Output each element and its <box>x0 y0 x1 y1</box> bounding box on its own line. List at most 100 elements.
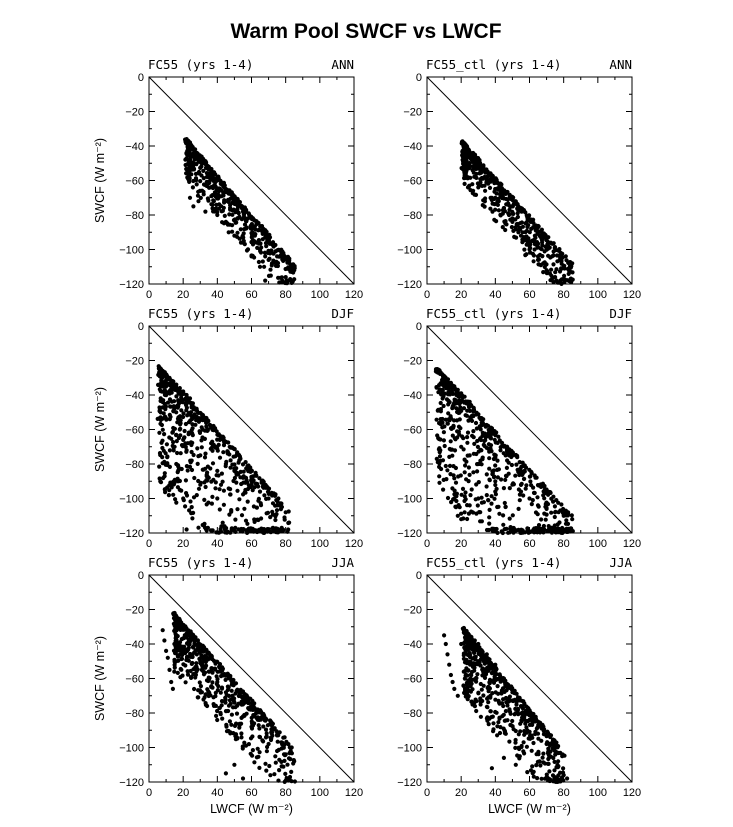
data-point <box>484 652 489 657</box>
data-point <box>282 758 287 764</box>
data-point <box>191 204 196 209</box>
data-point <box>227 719 232 724</box>
data-point <box>271 244 276 249</box>
data-point <box>203 656 208 661</box>
data-point <box>262 493 267 498</box>
data-point <box>240 462 246 467</box>
data-point <box>246 212 252 217</box>
data-point <box>185 167 190 172</box>
y-tick-label: −20 <box>125 356 144 368</box>
data-point <box>178 421 183 426</box>
data-point <box>223 677 228 683</box>
data-point <box>289 265 294 270</box>
data-point <box>252 760 257 765</box>
data-point <box>257 264 263 269</box>
data-point <box>441 487 446 492</box>
data-point <box>223 461 228 467</box>
data-point <box>195 446 200 451</box>
data-point <box>547 769 552 774</box>
scatter-panel: FC55_ctl (yrs 1-4) JJA 0 −20 −40 −60 −80 −100 −1… <box>397 555 641 816</box>
data-point <box>527 496 532 501</box>
data-point <box>256 723 261 728</box>
panel-title-right: JJA <box>609 555 632 570</box>
data-point <box>545 488 550 493</box>
data-point <box>196 688 201 693</box>
x-tick-label: 0 <box>146 289 152 301</box>
data-point <box>198 659 203 664</box>
data-point <box>275 503 280 508</box>
data-point <box>276 275 281 280</box>
data-point <box>237 497 242 502</box>
data-point <box>157 408 162 413</box>
data-point <box>478 519 483 524</box>
data-point <box>487 185 493 190</box>
data-point <box>510 698 516 704</box>
data-point <box>236 472 241 477</box>
data-point <box>190 431 195 436</box>
data-point <box>487 478 492 483</box>
data-point <box>509 225 514 230</box>
data-point <box>535 759 541 764</box>
y-tick-label: −120 <box>119 528 144 540</box>
data-point <box>267 763 272 769</box>
data-point <box>287 774 293 780</box>
data-point <box>442 381 447 386</box>
data-point <box>223 187 228 192</box>
data-point <box>191 510 196 515</box>
data-point <box>549 510 554 515</box>
data-point <box>494 219 499 224</box>
data-point <box>471 435 476 440</box>
data-point <box>274 508 280 513</box>
data-point <box>189 505 194 510</box>
x-tick-label: 100 <box>311 538 329 550</box>
data-point <box>234 480 239 485</box>
data-point <box>170 430 175 435</box>
data-point <box>183 504 188 509</box>
data-point <box>249 254 254 259</box>
data-point <box>171 440 176 445</box>
data-point <box>536 483 541 488</box>
data-point <box>483 438 488 443</box>
data-point <box>492 496 497 501</box>
data-point <box>265 510 271 515</box>
data-point <box>162 638 167 643</box>
data-point <box>190 660 195 666</box>
y-tick-label: −20 <box>403 356 422 368</box>
data-point <box>175 641 180 646</box>
data-point <box>221 673 226 678</box>
data-point <box>157 476 162 481</box>
data-point <box>463 175 468 180</box>
data-point <box>256 754 261 759</box>
data-point <box>501 697 506 702</box>
data-point <box>482 199 487 204</box>
data-point <box>504 688 509 693</box>
data-point <box>467 503 472 508</box>
data-point <box>201 192 206 197</box>
data-point <box>476 641 481 647</box>
data-point <box>521 476 527 482</box>
data-point <box>510 219 515 224</box>
data-point <box>437 459 442 464</box>
data-point <box>515 223 520 228</box>
x-tick-label: 0 <box>424 787 430 799</box>
data-point <box>493 463 498 468</box>
data-point <box>484 472 489 477</box>
data-point <box>184 631 189 636</box>
data-point <box>524 228 530 233</box>
data-point <box>256 227 262 232</box>
data-point <box>539 227 545 232</box>
data-point <box>210 461 216 466</box>
data-point <box>560 251 565 256</box>
data-point <box>233 525 238 531</box>
reference-line <box>426 76 633 285</box>
data-point <box>262 250 267 255</box>
data-point <box>185 669 190 674</box>
data-point <box>190 654 195 660</box>
data-point <box>487 686 492 691</box>
data-point <box>177 427 182 432</box>
y-tick-label: −40 <box>125 639 144 651</box>
x-tick-label: 40 <box>211 787 223 799</box>
data-point <box>518 482 524 487</box>
data-point <box>542 761 548 766</box>
data-point <box>445 495 451 501</box>
